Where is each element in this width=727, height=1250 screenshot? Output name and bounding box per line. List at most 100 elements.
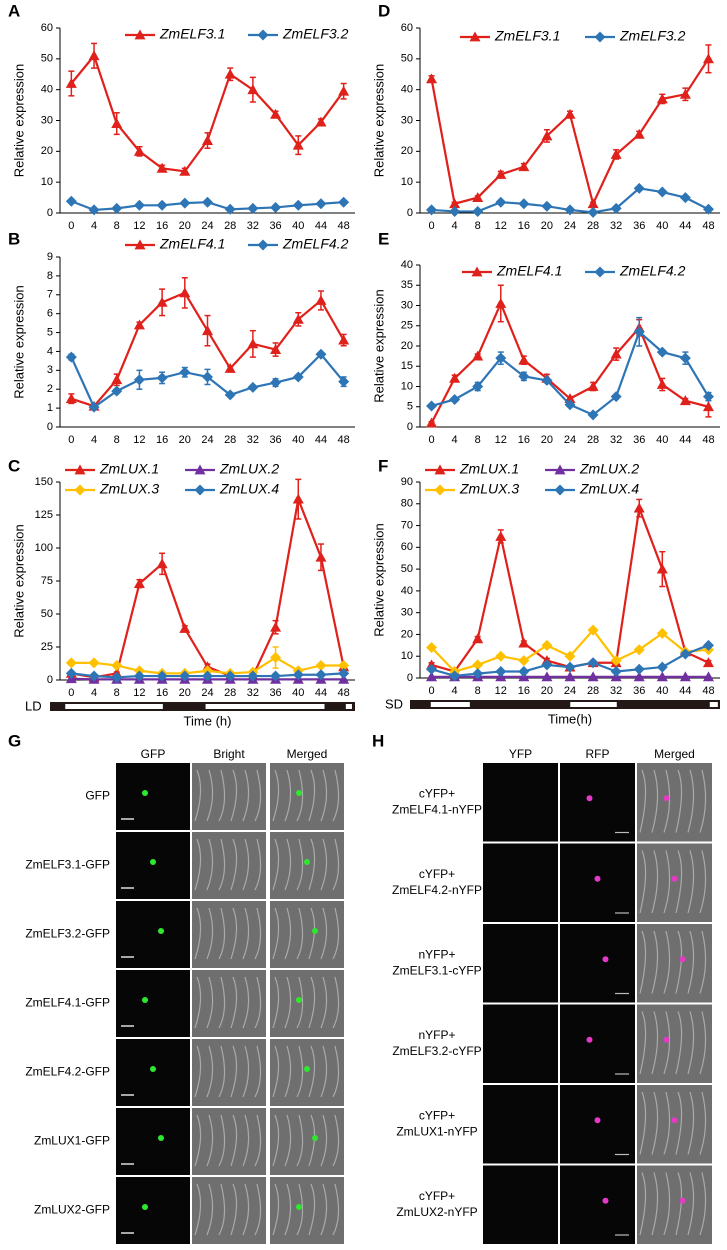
data-point <box>449 198 461 209</box>
light-period <box>430 702 470 707</box>
row-label: cYFP+ <box>419 867 455 881</box>
x-tick-label: 36 <box>633 685 645 697</box>
x-tick-label: 48 <box>338 434 350 446</box>
cell-outline <box>284 1045 292 1098</box>
legend-marker <box>594 31 606 43</box>
micrograph <box>560 924 635 1003</box>
x-tick-label: 12 <box>495 685 507 697</box>
legend-marker <box>194 464 206 475</box>
data-point <box>587 198 599 209</box>
cell-outline <box>296 976 304 1029</box>
x-tick-label: 12 <box>495 220 507 232</box>
cell-outline <box>242 907 250 960</box>
light-period <box>570 702 617 707</box>
y-tick-label: 75 <box>41 575 53 587</box>
x-tick-label: 20 <box>541 220 553 232</box>
data-point <box>179 670 191 682</box>
cell-outline <box>687 850 695 914</box>
micrograph <box>270 1177 344 1244</box>
legend-label: ZmELF3.2 <box>619 28 686 44</box>
x-tick-label: 16 <box>156 220 168 232</box>
cell-outline <box>687 769 695 833</box>
micrograph <box>116 763 190 830</box>
nucleus <box>594 1117 601 1124</box>
data-point <box>270 670 282 682</box>
x-tick-label: 20 <box>541 685 553 697</box>
nucleus <box>142 997 148 1004</box>
data-point <box>247 670 259 682</box>
x-tick-label: 8 <box>475 220 481 232</box>
x-tick-label: 48 <box>338 687 350 699</box>
legend-marker <box>134 29 146 40</box>
row-label: ZmELF3.2-GFP <box>25 927 110 941</box>
data-point <box>65 351 77 363</box>
legend-marker <box>257 29 269 41</box>
x-tick-label: 24 <box>201 687 213 699</box>
data-point <box>111 659 123 671</box>
y-tick-label: 5 <box>47 326 53 338</box>
micrograph <box>637 1165 712 1244</box>
cell-outline <box>663 1011 671 1075</box>
nucleus <box>671 1117 678 1124</box>
data-point <box>518 655 530 667</box>
data-point <box>472 192 484 202</box>
y-tick-label: 0 <box>407 421 413 433</box>
cell-outline <box>699 930 707 994</box>
data-point <box>426 73 438 84</box>
nucleus <box>679 956 686 963</box>
x-tick-label: 28 <box>224 220 236 232</box>
micrograph <box>116 1108 190 1175</box>
y-tick-label: 50 <box>401 53 413 65</box>
micrograph <box>116 1039 190 1106</box>
cell-outline <box>254 1045 262 1098</box>
y-tick-label: 25 <box>41 641 53 653</box>
micrograph <box>637 924 712 1003</box>
y-tick-label: 30 <box>401 114 413 126</box>
cell-outline <box>687 1172 695 1236</box>
data-point <box>426 663 438 675</box>
data-point <box>564 204 576 216</box>
x-tick-label: 24 <box>201 434 213 446</box>
data-point <box>292 139 304 150</box>
cell-outline <box>284 1114 292 1167</box>
x-tick-label: 44 <box>315 687 327 699</box>
y-axis-label: Relative expression <box>11 285 26 398</box>
data-point <box>179 197 191 209</box>
data-point <box>156 162 168 173</box>
x-tick-label: 0 <box>68 434 74 446</box>
micrograph <box>192 763 266 830</box>
x-tick-label: 12 <box>133 434 145 446</box>
x-tick-label: 36 <box>633 220 645 232</box>
x-tick-label: 8 <box>114 434 120 446</box>
cell-outline <box>332 769 340 822</box>
data-point <box>633 128 645 139</box>
data-point <box>179 165 191 176</box>
cell-outline <box>242 838 250 891</box>
x-tick-label: 28 <box>587 220 599 232</box>
light-period <box>65 704 163 709</box>
data-point <box>270 201 282 213</box>
data-point <box>65 393 77 404</box>
cell-outline <box>687 930 695 994</box>
cell-outline <box>272 907 280 960</box>
data-point <box>111 385 123 397</box>
cell-outline <box>639 769 647 833</box>
y-tick-label: 60 <box>41 22 53 34</box>
data-point <box>247 202 259 214</box>
data-point <box>247 338 259 349</box>
nucleus <box>296 790 302 797</box>
data-point <box>270 344 282 354</box>
cell-outline <box>651 1172 659 1236</box>
panel-label: E <box>378 229 389 248</box>
data-point <box>315 551 327 562</box>
x-tick-label: 16 <box>518 220 530 232</box>
legend-label: ZmLUX.4 <box>219 481 279 497</box>
data-point <box>65 195 77 207</box>
cell-outline <box>254 1183 262 1236</box>
data-point <box>656 661 668 673</box>
panel-label: G <box>8 731 21 750</box>
cell-outline <box>699 1172 707 1236</box>
data-point <box>702 53 714 64</box>
x-tick-label: 12 <box>133 687 145 699</box>
y-tick-label: 35 <box>401 279 413 291</box>
